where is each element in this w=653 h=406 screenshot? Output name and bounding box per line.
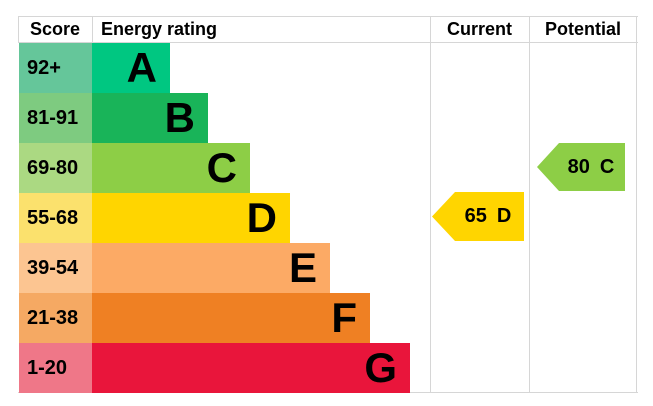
current-column-divider bbox=[529, 16, 530, 393]
score-range-a: 92+ bbox=[19, 43, 92, 93]
score-range-g: 1-20 bbox=[19, 343, 92, 393]
score-range-d: 55-68 bbox=[19, 193, 92, 243]
band-bar-f: F bbox=[92, 293, 370, 343]
score-range-f: 21-38 bbox=[19, 293, 92, 343]
table-top-border bbox=[18, 16, 638, 17]
band-bar-d: D bbox=[92, 193, 290, 243]
score-range-e: 39-54 bbox=[19, 243, 92, 293]
score-header: Score bbox=[29, 19, 81, 39]
band-bar-b: B bbox=[92, 93, 208, 143]
band-row-g: 1-20 G bbox=[19, 343, 637, 393]
current-rating-value: 65 bbox=[464, 205, 487, 227]
energy-rating-header: Energy rating bbox=[101, 19, 218, 39]
potential-rating-value: 80 bbox=[567, 155, 590, 178]
band-row-f: 21-38 F bbox=[19, 293, 637, 343]
potential-header: Potential bbox=[544, 19, 621, 39]
table-right-border bbox=[636, 16, 637, 393]
current-rating-arrow: 65 D bbox=[432, 192, 524, 241]
band-row-a: 92+ A bbox=[19, 43, 637, 93]
energy-rating-column-divider bbox=[430, 16, 431, 393]
header-bottom-border bbox=[18, 42, 638, 43]
header-left-border bbox=[18, 16, 19, 43]
band-row-d: 55-68 D bbox=[19, 193, 637, 243]
score-column-divider bbox=[92, 16, 93, 43]
band-row-e: 39-54 E bbox=[19, 243, 637, 293]
band-bar-a: A bbox=[92, 43, 170, 93]
band-bar-e: E bbox=[92, 243, 330, 293]
current-rating-letter: D bbox=[496, 205, 512, 227]
band-bar-c: C bbox=[92, 143, 250, 193]
potential-rating-letter: C bbox=[599, 155, 615, 178]
score-range-b: 81-91 bbox=[19, 93, 92, 143]
score-range-c: 69-80 bbox=[19, 143, 92, 193]
band-bar-g: G bbox=[92, 343, 410, 393]
current-header: Current bbox=[446, 19, 512, 39]
potential-rating-arrow: 80 C bbox=[537, 143, 625, 191]
band-row-b: 81-91 B bbox=[19, 93, 637, 143]
band-row-c: 69-80 C bbox=[19, 143, 637, 193]
